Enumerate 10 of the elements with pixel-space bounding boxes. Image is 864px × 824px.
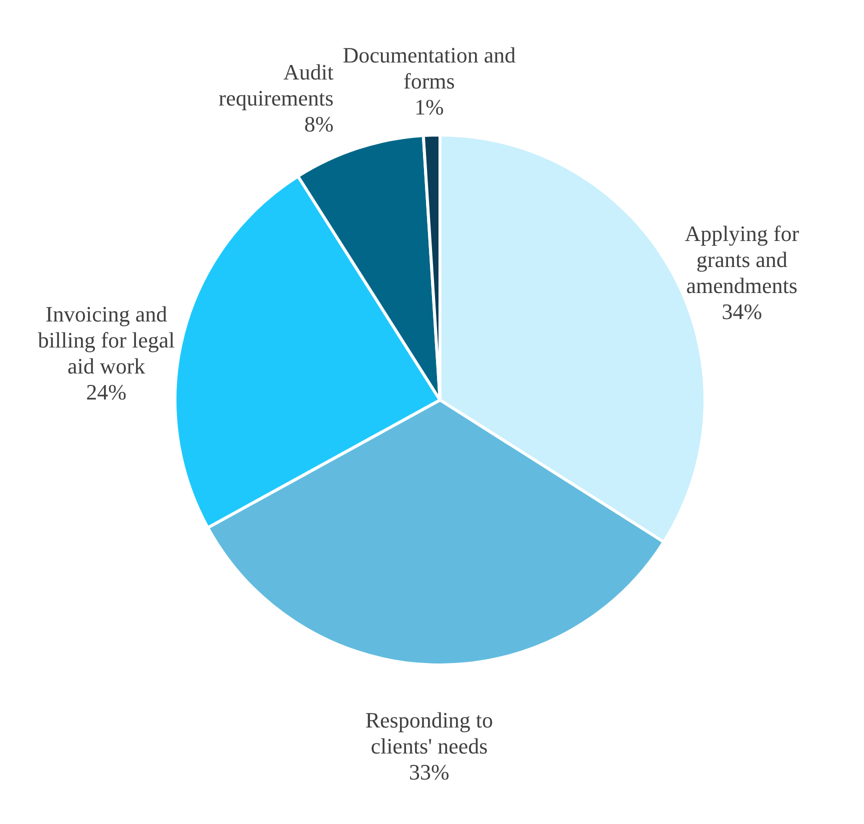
data-label: 1% [414, 94, 444, 120]
slice-label: Invoicing and billing for legal aid work [38, 301, 175, 378]
data-label: 24% [86, 379, 126, 404]
slice-label: Documentation and forms [342, 42, 516, 94]
slice-label: Applying for grants and amendments [684, 221, 800, 298]
slice-label: Responding to clients' needs [365, 707, 494, 758]
slice-label: Audit requirements [218, 59, 334, 110]
data-label: 33% [409, 759, 450, 784]
data-label: 34% [722, 299, 762, 324]
data-label: 8% [304, 111, 334, 136]
